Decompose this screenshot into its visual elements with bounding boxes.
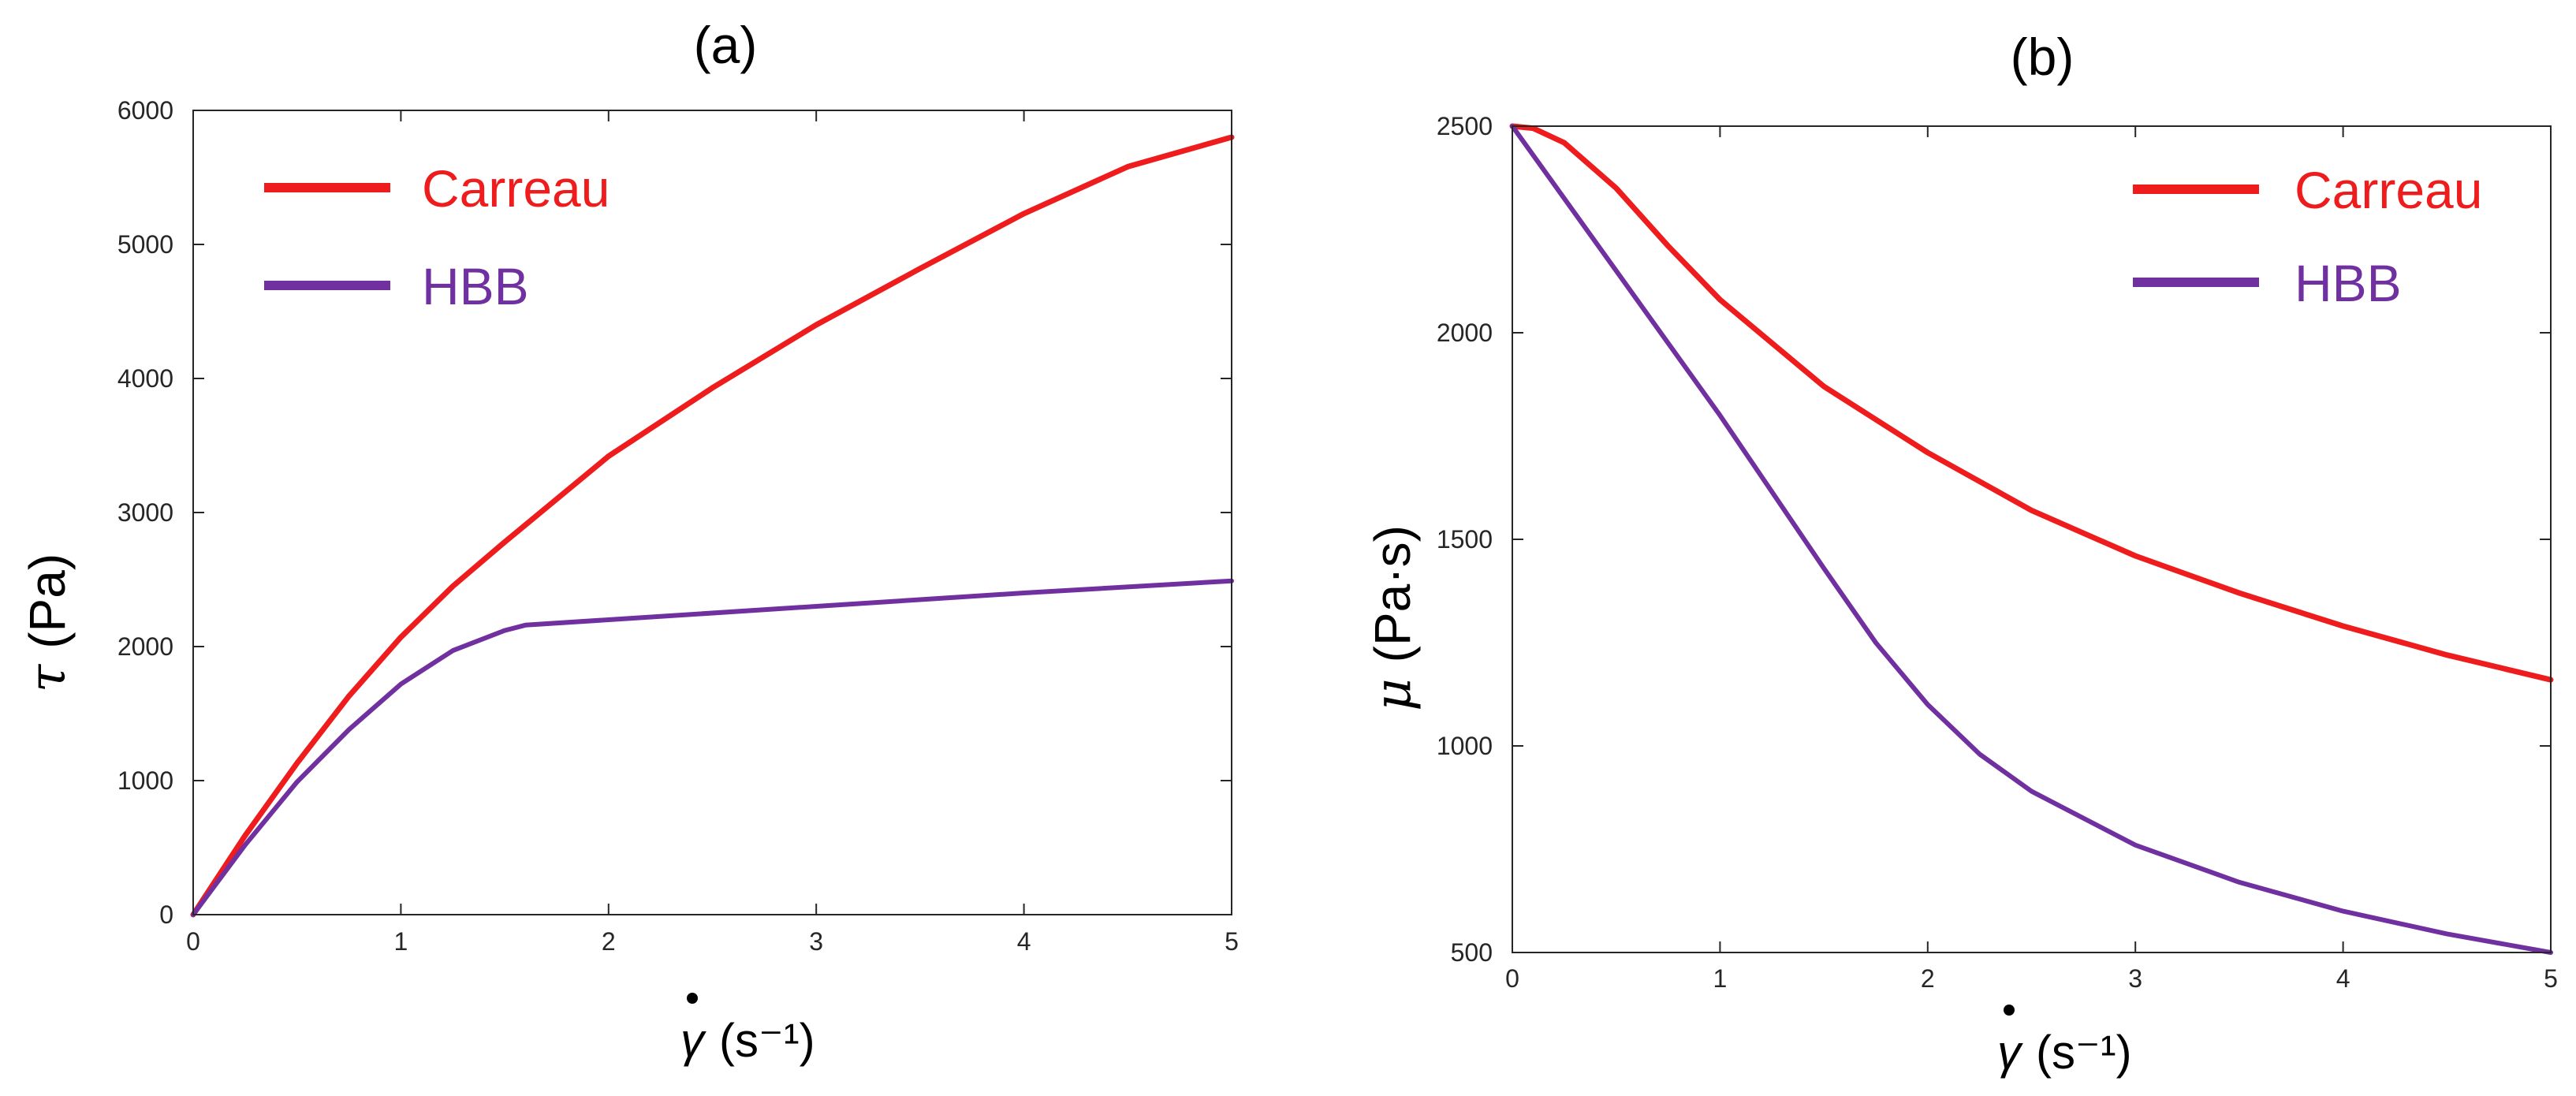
panel-b-x-label: γ (s⁻¹) bbox=[1997, 1005, 2132, 1079]
panel-a-legend-label-hbb: HBB bbox=[422, 257, 529, 315]
panel-a-legend: Carreau HBB bbox=[264, 159, 610, 315]
panel-b-x-tick-label: 0 bbox=[1505, 964, 1519, 993]
panel-a-x-tick-labels: 0 1 2 3 4 5 bbox=[186, 110, 1239, 956]
panel-b-x-tick-label: 2 bbox=[1921, 964, 1935, 993]
panel-b-legend: Carreau HBB bbox=[2133, 161, 2482, 312]
panel-b-series bbox=[1509, 123, 2554, 955]
panel-a-title: (a) bbox=[694, 16, 758, 74]
panel-a-x-label: γ (s⁻¹) bbox=[680, 993, 815, 1067]
panel-b-y-tick-label: 1500 bbox=[1437, 525, 1493, 554]
panel-b-axes-frame bbox=[1512, 125, 2552, 953]
panel-a: (a) 0 1000 2000 3000 4000 5000 6000 0 1 2 3 4 5 τ (P… bbox=[19, 16, 1239, 1067]
panel-b-x-symbol: γ bbox=[1997, 1026, 2023, 1079]
panel-b: (b) 500 1000 1500 2000 2500 0 1 2 3 4 5 μ (Pa·s) γ… bbox=[1364, 28, 2558, 1079]
panel-a-y-symbol: τ bbox=[19, 663, 77, 692]
panel-a-y-tick-label: 4000 bbox=[117, 364, 173, 393]
panel-a-y-label: τ (Pa) bbox=[19, 554, 77, 692]
panel-a-x-tick-label: 2 bbox=[602, 927, 616, 956]
panel-a-y-tick-labels: 0 1000 2000 3000 4000 5000 6000 bbox=[117, 96, 1232, 929]
panel-a-x-symbol: γ bbox=[680, 1014, 706, 1067]
panel-b-x-tick-label: 4 bbox=[2336, 964, 2350, 993]
panel-a-x-tick-label: 5 bbox=[1225, 927, 1239, 956]
panel-a-series bbox=[190, 134, 1235, 918]
panel-b-y-tick-labels: 500 1000 1500 2000 2500 bbox=[1437, 112, 2551, 967]
panel-a-y-tick-label: 2000 bbox=[117, 632, 173, 661]
panel-b-y-tick-label: 2000 bbox=[1437, 319, 1493, 347]
panel-a-x-symbol-dot bbox=[687, 993, 698, 1004]
panel-a-y-tick-label: 3000 bbox=[117, 498, 173, 527]
panel-a-y-tick-label: 5000 bbox=[117, 230, 173, 259]
panel-a-x-tick-label: 0 bbox=[186, 927, 200, 956]
panel-b-legend-label-carreau: Carreau bbox=[2295, 161, 2482, 219]
panel-a-series-carreau bbox=[190, 134, 1235, 918]
panel-a-x-tick-label: 1 bbox=[394, 927, 408, 956]
panel-a-x-unit: (s⁻¹) bbox=[719, 1014, 815, 1067]
panel-b-y-label: μ (Pa·s) bbox=[1364, 525, 1422, 711]
panel-b-y-unit: (Pa·s) bbox=[1364, 525, 1421, 662]
panel-b-x-symbol-dot bbox=[2004, 1005, 2015, 1016]
panel-a-legend-label-carreau: Carreau bbox=[422, 159, 610, 218]
panel-b-x-unit: (s⁻¹) bbox=[2036, 1026, 2132, 1079]
panel-b-y-tick-label: 2500 bbox=[1437, 112, 1493, 140]
panel-b-x-tick-label: 5 bbox=[2544, 964, 2558, 993]
panel-a-y-tick-label: 1000 bbox=[117, 766, 173, 795]
panel-b-title: (b) bbox=[2011, 28, 2075, 86]
panel-b-x-tick-label: 3 bbox=[2128, 964, 2142, 993]
panel-b-series-carreau bbox=[1509, 123, 2554, 683]
panel-b-y-symbol: μ bbox=[1364, 678, 1422, 711]
panel-b-y-tick-label: 500 bbox=[1451, 938, 1493, 967]
panel-b-legend-label-hbb: HBB bbox=[2295, 254, 2402, 312]
panel-b-x-tick-label: 1 bbox=[1713, 964, 1728, 993]
panel-a-x-tick-label: 3 bbox=[809, 927, 823, 956]
panel-a-y-tick-label: 6000 bbox=[117, 96, 173, 125]
panel-b-y-tick-label: 1000 bbox=[1437, 732, 1493, 760]
panel-a-series-hbb bbox=[191, 578, 1234, 917]
panel-a-axes-frame bbox=[192, 110, 1232, 915]
panel-b-series-hbb bbox=[1510, 124, 2553, 955]
panel-a-y-unit: (Pa) bbox=[19, 554, 76, 649]
panel-a-y-tick-label: 0 bbox=[159, 900, 173, 929]
panel-a-x-tick-label: 4 bbox=[1017, 927, 1031, 956]
